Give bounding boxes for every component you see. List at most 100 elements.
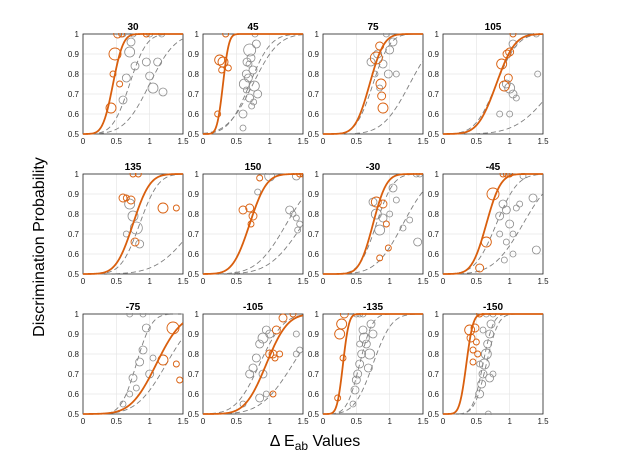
orange-data-point [130, 237, 140, 247]
orange-data-point [271, 325, 281, 335]
subplot-title: 30 [127, 22, 139, 33]
x-tick-label: 1.5 [297, 417, 309, 426]
gray-data-point [477, 379, 487, 389]
axes-frame [442, 173, 544, 275]
x-tick-label: 1 [507, 277, 512, 286]
x-tick-label: 1.5 [417, 277, 429, 286]
y-tick-label: 0.7 [428, 370, 440, 379]
gray-data-point [366, 57, 376, 67]
plot-area [83, 33, 183, 135]
x-tick-label: 0.5 [111, 137, 123, 146]
plot-area [83, 313, 183, 415]
orange-data-point [509, 33, 517, 38]
gray-data-point [135, 239, 145, 249]
x-tick-label: 0 [321, 277, 326, 286]
subplot-7: 0 0.5 1 1.50.50.60.70.80.91-30 [308, 162, 429, 286]
y-tick-label: 1 [75, 30, 80, 39]
x-tick-label: 0 [81, 417, 86, 426]
gray-data-point [506, 110, 514, 118]
gray-data-point [413, 237, 423, 247]
subplot-title: 45 [247, 22, 259, 33]
y-tick-label: 0.7 [308, 370, 320, 379]
gray-data-point [496, 230, 504, 238]
x-tick-label: 0.5 [351, 277, 363, 286]
gray-data-point [364, 348, 376, 360]
y-tick-label: 1 [435, 310, 440, 319]
gray-data-point [366, 319, 376, 329]
orange-data-point [134, 173, 142, 178]
fitted-curve-orange [443, 313, 543, 415]
subplot-title: -150 [483, 302, 503, 313]
orange-data-point [498, 80, 510, 92]
y-tick-label: 1 [315, 310, 320, 319]
x-tick-label: 0.5 [111, 277, 123, 286]
orange-data-point [382, 220, 390, 228]
gray-data-point [289, 210, 297, 218]
gray-data-point [126, 313, 134, 318]
plot-area [323, 173, 423, 275]
y-tick-label: 0.7 [68, 370, 80, 379]
subplot-11: 0 0.5 1 1.50.50.60.70.80.91-135 [308, 302, 429, 426]
x-tick-label: 1 [387, 277, 392, 286]
orange-data-point [474, 350, 482, 358]
y-tick-label: 0.9 [308, 190, 320, 199]
gray-data-point [498, 199, 508, 209]
gray-data-point [126, 390, 134, 398]
y-tick-label: 0.9 [428, 190, 440, 199]
y-tick-label: 1 [195, 30, 200, 39]
plot-area [83, 173, 183, 275]
gray-data-point [534, 70, 542, 78]
gray-data-point [509, 250, 517, 258]
reference-curve-dashed [323, 313, 423, 415]
orange-data-point [339, 313, 349, 319]
gray-data-point [388, 37, 398, 47]
y-tick-label: 0.8 [308, 350, 320, 359]
x-tick-label: 0.5 [351, 137, 363, 146]
orange-data-point [376, 254, 384, 262]
orange-data-point [118, 33, 126, 38]
gray-data-point [153, 57, 163, 67]
subplot-title: 75 [367, 22, 379, 33]
plot-area [323, 33, 423, 135]
y-tick-label: 0.8 [188, 350, 200, 359]
x-tick-label: 0.5 [231, 277, 243, 286]
gray-data-point [132, 384, 140, 392]
subplot-title: -30 [366, 162, 381, 173]
orange-data-point [336, 318, 348, 330]
y-tick-label: 1 [195, 170, 200, 179]
gray-data-point [139, 313, 147, 318]
x-tick-label: 0 [321, 137, 326, 146]
gray-data-point [241, 69, 251, 79]
subplot-title: 150 [245, 162, 262, 173]
x-tick-label: 0 [441, 137, 446, 146]
gray-data-point [504, 82, 516, 94]
fitted-curve-orange [203, 33, 303, 135]
y-tick-label: 1 [435, 30, 440, 39]
y-tick-label: 0.7 [188, 370, 200, 379]
orange-data-point [505, 47, 515, 57]
subplot-title: 135 [125, 162, 142, 173]
y-tick-label: 0.7 [188, 230, 200, 239]
reference-curve-dashed [83, 240, 183, 275]
gray-data-point [374, 224, 386, 236]
y-tick-label: 0.6 [188, 390, 200, 399]
x-tick-label: 0.5 [111, 417, 123, 426]
gray-data-point [138, 345, 148, 355]
y-tick-label: 0.6 [308, 250, 320, 259]
gray-data-point [392, 70, 400, 78]
axes-frame [82, 33, 184, 135]
x-axis-label-subscript: ab [295, 439, 309, 453]
gray-data-point [399, 224, 407, 232]
gray-data-point [255, 393, 265, 403]
plot-area [443, 173, 543, 275]
fitted-curve-orange [443, 33, 543, 135]
gray-data-point [357, 349, 367, 359]
axes-frame [202, 173, 304, 275]
subplot-title: -45 [486, 162, 501, 173]
orange-data-point [116, 80, 124, 88]
gray-data-point [128, 373, 138, 383]
gray-data-point [516, 200, 524, 208]
gray-data-point [129, 221, 143, 235]
reference-curve-dashed [83, 313, 183, 415]
y-tick-label: 0.8 [428, 70, 440, 79]
